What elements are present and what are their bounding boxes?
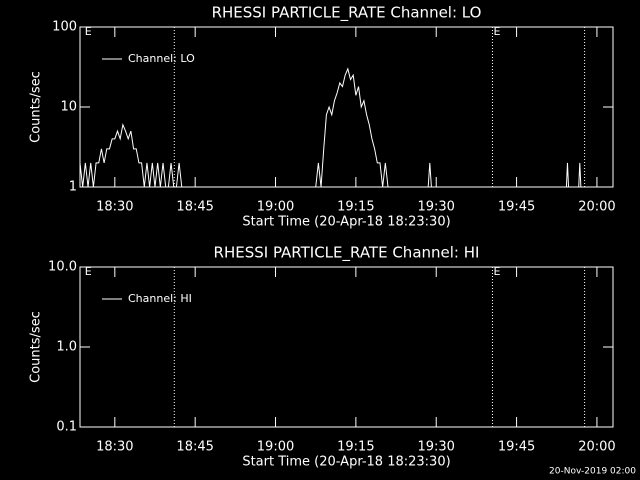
y-tick-label: 1 <box>69 180 77 195</box>
x-tick-label: 20:00 <box>578 440 615 455</box>
legend-label: Channel: HI <box>128 292 192 305</box>
footer: 20-Nov-2019 02:00 <box>549 467 636 477</box>
x-tick-label: 20:00 <box>578 200 615 215</box>
x-axis-label: Start Time (20-Apr-18 18:23:30) <box>242 455 450 470</box>
y-tick-label: 100 <box>52 20 77 35</box>
x-tick-label: 19:00 <box>257 200 294 215</box>
chart-title: RHESSI PARTICLE_RATE Channel: HI <box>214 244 480 263</box>
x-tick-label: 18:30 <box>96 440 133 455</box>
x-tick-label: 18:45 <box>176 440 213 455</box>
x-tick-label: 19:15 <box>337 200 374 215</box>
x-tick-label: 18:30 <box>96 200 133 215</box>
y-axis-label: Counts/sec <box>29 311 44 383</box>
event-label: E <box>85 25 92 38</box>
data-line <box>79 67 611 188</box>
y-tick-label: 0.1 <box>56 420 77 435</box>
x-tick-label: 19:45 <box>498 200 535 215</box>
event-label: E <box>85 265 92 278</box>
y-axis-label: Counts/sec <box>29 71 44 143</box>
y-tick-label: 1.0 <box>56 340 77 355</box>
x-tick-label: 18:45 <box>176 200 213 215</box>
plot-frame <box>79 266 614 428</box>
y-tick-label: 10 <box>60 100 77 115</box>
x-tick-label: 19:15 <box>337 440 374 455</box>
event-label: E <box>493 25 500 38</box>
y-tick-label: 10.0 <box>48 260 77 275</box>
x-tick-label: 19:45 <box>498 440 535 455</box>
plot-frame <box>79 26 614 188</box>
legend-label: Channel: LO <box>128 52 195 65</box>
x-axis-label: Start Time (20-Apr-18 18:23:30) <box>242 215 450 230</box>
event-label: E <box>493 265 500 278</box>
chart-title: RHESSI PARTICLE_RATE Channel: LO <box>212 4 482 23</box>
x-tick-label: 19:00 <box>257 440 294 455</box>
x-tick-label: 19:30 <box>417 200 454 215</box>
x-tick-label: 19:30 <box>417 440 454 455</box>
